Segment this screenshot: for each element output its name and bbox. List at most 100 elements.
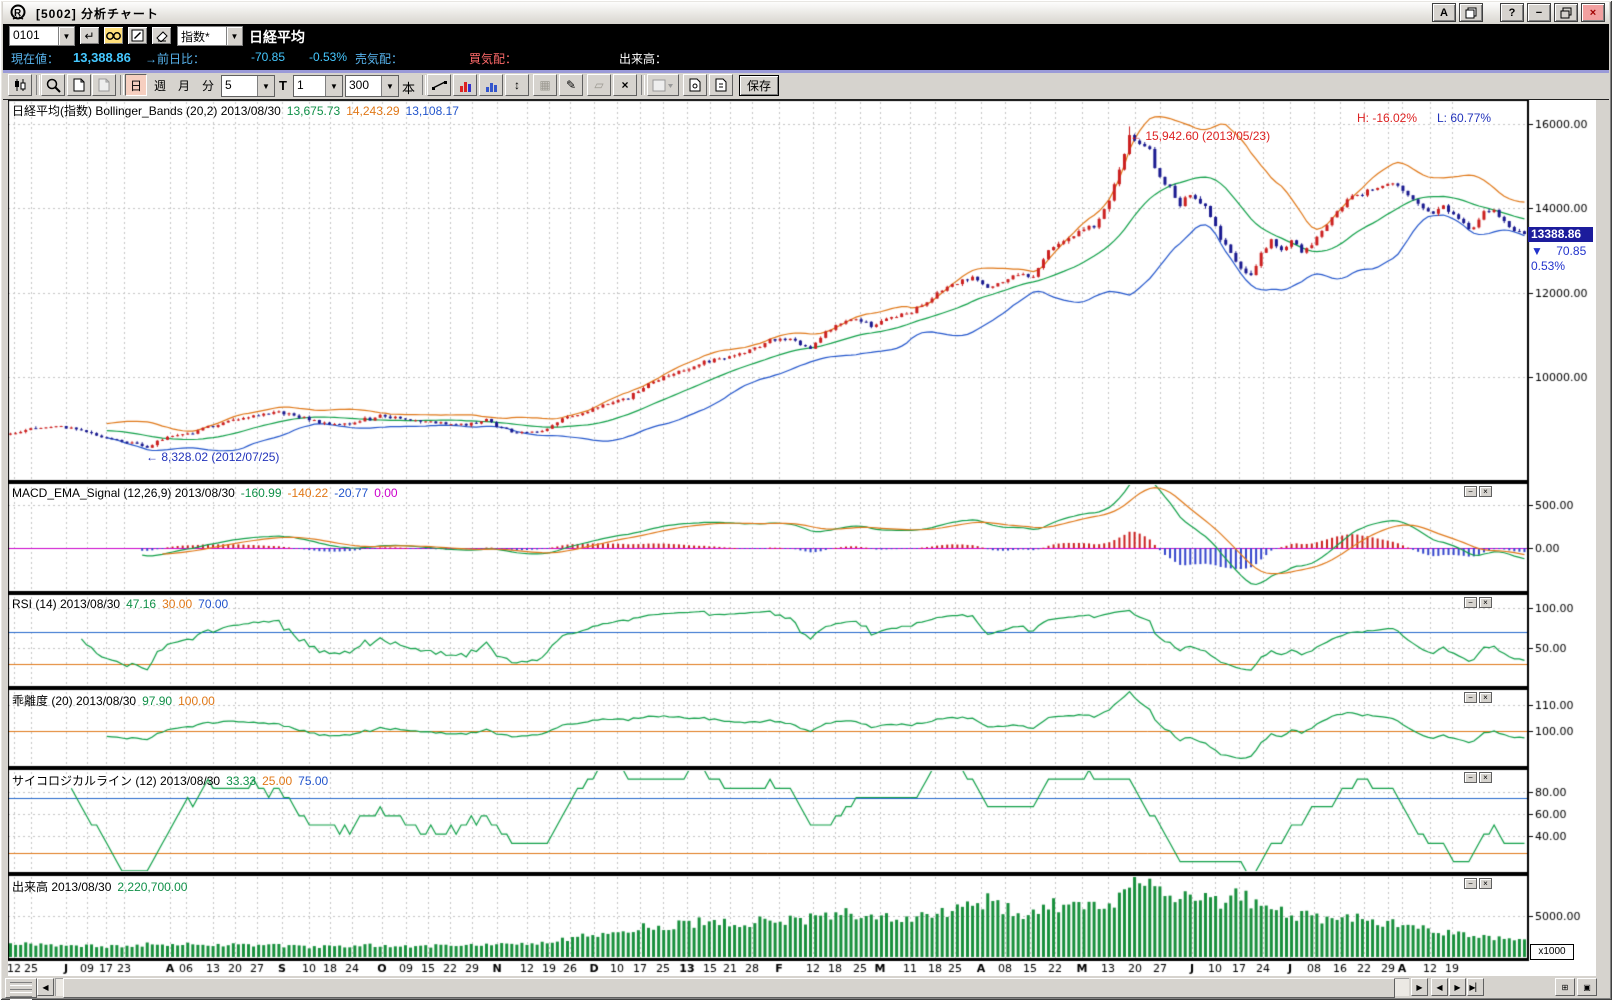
symbol-value: 0101	[10, 27, 58, 45]
scroll-left-button[interactable]: ◀	[37, 978, 54, 996]
chart-toolbar: 日 週 月 分 5 ▼ T 1 ▼ 300 ▼ 本 ↕ ▦ ✎ ▱ × 保存	[3, 73, 1609, 100]
panel-close-button[interactable]: ×	[1479, 772, 1492, 783]
minimize-button[interactable]: −	[1527, 3, 1551, 22]
save-button[interactable]: 保存	[739, 75, 779, 96]
rsi-high-threshold: 70.00	[198, 597, 229, 611]
change-pct-value: -0.53%	[309, 50, 348, 64]
psych-panel-header: サイコロジカルライン (12) 2013/08/30 33.33 25.00 75.0…	[12, 772, 328, 789]
restore-button[interactable]	[1554, 3, 1578, 22]
save-sheet-button[interactable]	[709, 74, 733, 96]
save-style-dropdown-button[interactable]	[647, 74, 679, 96]
tick-interval-value: 1	[297, 78, 304, 92]
close-button[interactable]: ×	[1581, 3, 1605, 22]
change-value: -70.85	[251, 50, 286, 64]
enter-button[interactable]: ↵	[79, 26, 100, 45]
minute-interval-value: 5	[225, 78, 232, 92]
bb-lower-value: 13,108.17	[405, 104, 459, 118]
minute-interval-combo[interactable]: 5 ▼	[221, 75, 275, 97]
window-controls: A ? − ×	[1432, 3, 1605, 22]
period-month-button[interactable]: 月	[173, 74, 195, 96]
new-sheet-button[interactable]	[67, 74, 91, 96]
panel-minimize-button[interactable]: −	[1464, 692, 1477, 703]
kairi-panel-title: 乖離度 (20) 2013/08/30	[12, 694, 137, 708]
updown-arrows-button[interactable]: ↕	[505, 74, 529, 96]
trendline-button[interactable]	[427, 74, 451, 96]
chevron-down-icon[interactable]: ▼	[226, 27, 242, 45]
scroll-to-end-button[interactable]: ▶▏	[1467, 978, 1484, 996]
candlestick-type-button[interactable]	[8, 74, 32, 96]
volume-unit-badge: x1000	[1530, 944, 1574, 960]
category-combo[interactable]: 指数* ▼	[177, 26, 243, 46]
delete-drawing-button[interactable]: ×	[613, 74, 637, 96]
bar-count-combo[interactable]: 300 ▼	[345, 75, 399, 97]
panel-minimize-button[interactable]: −	[1464, 772, 1477, 783]
indicator-blue-histogram-button[interactable]	[479, 74, 503, 96]
chevron-down-icon[interactable]: ▼	[58, 27, 74, 45]
kairi-panel-header: 乖離度 (20) 2013/08/30 97.90 100.00	[12, 692, 215, 709]
price-panel-header: 日経平均(指数) Bollinger_Bands (20,2) 2013/08/…	[12, 102, 459, 119]
eraser-button[interactable]: ▱	[587, 74, 611, 96]
scrollbar-track[interactable]	[55, 978, 1409, 998]
rsi-panel-title: RSI (14) 2013/08/30	[12, 597, 121, 611]
psych-value: 33.33	[226, 774, 257, 788]
titlebar: R [5002] 分析チャート A ? − ×	[3, 2, 1609, 24]
chevron-down-icon[interactable]: ▼	[325, 76, 342, 96]
scroll-left-page-button[interactable]: ◀	[1431, 978, 1448, 996]
axis-change-label: ▼ 70.85	[1531, 244, 1587, 258]
bb-mid-value: 13,675.73	[286, 104, 341, 118]
panel-minimize-button[interactable]: −	[1464, 486, 1477, 497]
high-annotation: ← 15,942.60 (2013/05/23)	[1130, 129, 1271, 143]
price-panel-title: 日経平均(指数) Bollinger_Bands (20,2) 2013/08/…	[12, 104, 281, 118]
bb-upper-value: 14,243.29	[346, 104, 400, 118]
toolbar-separator	[422, 75, 426, 95]
panel-minimize-button[interactable]: −	[1464, 878, 1477, 889]
psych-low-threshold: 25.00	[262, 774, 293, 788]
current-price-axis-badge: 13388.86	[1528, 227, 1593, 242]
macd-panel-title: MACD_EMA_Signal (12,26,9) 2013/08/30	[12, 486, 235, 500]
memo-button[interactable]	[127, 26, 148, 45]
bid-label: 買気配：	[469, 52, 518, 66]
scroll-right-page-button[interactable]: ▶	[1449, 978, 1466, 996]
toolbar-separator	[120, 75, 124, 95]
layout-grid-button[interactable]: ⊞	[1555, 978, 1575, 996]
zoom-button[interactable]	[41, 74, 65, 96]
scrollbar-thumb[interactable]	[63, 978, 1395, 998]
symbol-row: 0101 ▼ ↵ 指数* ▼ 日経平均	[3, 24, 1609, 46]
change-label: →前日比：	[145, 52, 206, 66]
panel-close-button[interactable]: ×	[1479, 692, 1492, 703]
period-minute-button[interactable]: 分	[197, 74, 219, 96]
load-sheet-button[interactable]	[683, 74, 707, 96]
font-size-button[interactable]: A	[1432, 3, 1456, 22]
period-day-button[interactable]: 日	[125, 74, 147, 96]
grid-settings-button[interactable]: ▦	[533, 74, 557, 96]
chart-canvas[interactable]	[8, 100, 1596, 976]
panel-close-button[interactable]: ×	[1479, 878, 1492, 889]
indicator-red-histogram-button[interactable]	[453, 74, 477, 96]
high-pct-label: H: -16.02%	[1357, 111, 1418, 125]
period-week-button[interactable]: 週	[149, 74, 171, 96]
kairi-value: 97.90	[142, 694, 173, 708]
scrollbar-resize-grip[interactable]	[5, 978, 37, 1000]
binoculars-button[interactable]	[103, 26, 124, 45]
current-price-value: 13,388.86	[73, 50, 131, 65]
volume-panel-header: 出来高 2013/08/30 2,220,700.00	[12, 878, 187, 895]
symbol-combo[interactable]: 0101 ▼	[9, 26, 75, 46]
draw-pencil-button[interactable]: ✎	[559, 74, 583, 96]
bar-count-value: 300	[349, 78, 370, 92]
panel-close-button[interactable]: ×	[1479, 597, 1492, 608]
help-button[interactable]: ?	[1500, 3, 1524, 22]
copy-window-button[interactable]	[1459, 3, 1483, 22]
panel-minimize-button[interactable]: −	[1464, 597, 1477, 608]
chevron-down-icon[interactable]: ▼	[257, 76, 274, 96]
svg-text:R: R	[14, 8, 22, 19]
layout-panes-button[interactable]: ▣	[1577, 978, 1597, 996]
rsi-low-threshold: 30.00	[162, 597, 193, 611]
tick-interval-combo[interactable]: 1 ▼	[293, 75, 343, 97]
copy-sheet-button[interactable]	[92, 74, 116, 96]
volume-value: 2,220,700.00	[117, 880, 188, 894]
panel-close-button[interactable]: ×	[1479, 486, 1492, 497]
chevron-down-icon[interactable]: ▼	[381, 76, 398, 96]
clear-button[interactable]	[151, 26, 172, 45]
scroll-right-button[interactable]: ▶	[1411, 978, 1428, 996]
